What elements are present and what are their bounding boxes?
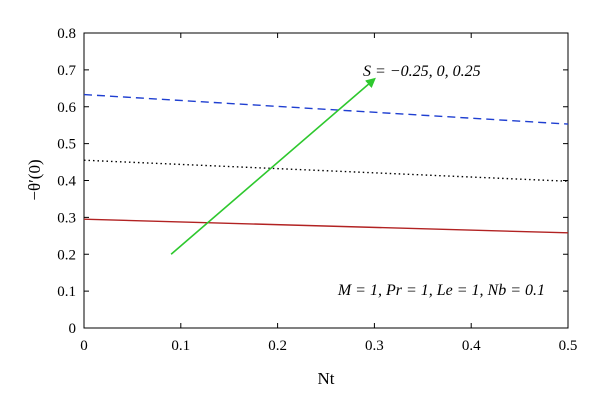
series-line-dotted — [83, 159, 569, 182]
y-axis-label: −θ′(0) — [25, 159, 44, 200]
y-tick-label: 0.4 — [57, 174, 76, 190]
y-tick-label: 0.7 — [57, 63, 76, 79]
x-tick-label: 0.4 — [462, 338, 481, 354]
y-tick-label: 0.8 — [57, 26, 76, 42]
x-axis-label: Nt — [318, 369, 335, 388]
series-lines — [83, 93, 569, 234]
arrow-line — [170, 77, 376, 255]
y-tick-label: 0.5 — [57, 137, 76, 153]
y-tick-label: 0.1 — [57, 284, 76, 300]
x-tick-label: 0.5 — [559, 338, 578, 354]
parameter-annotation: M = 1, Pr = 1, Le = 1, Nb = 0.1 — [337, 282, 545, 299]
arrow-annotation: S = −0.25, 0, 0.25 — [363, 63, 481, 80]
y-tick-label: 0 — [69, 321, 77, 337]
y-tick-label: 0.6 — [57, 100, 76, 116]
x-tick-label: 0.2 — [268, 338, 287, 354]
y-tick-label: 0.2 — [57, 247, 76, 263]
x-tick-label: 0.3 — [365, 338, 384, 354]
y-tick-label: 0.3 — [57, 210, 76, 226]
trend-arrow — [170, 77, 376, 255]
x-tick-label: 0.1 — [171, 338, 190, 354]
x-tick-label: 0 — [80, 338, 88, 354]
series-line-solid — [83, 218, 569, 234]
axis-ticks: 0 0.1 0.2 0.3 0.4 0.5 0 0.1 0.2 0.3 0.4 0.5 0.6 0.7 0.… — [57, 26, 577, 354]
series-line-dashed — [83, 93, 569, 125]
